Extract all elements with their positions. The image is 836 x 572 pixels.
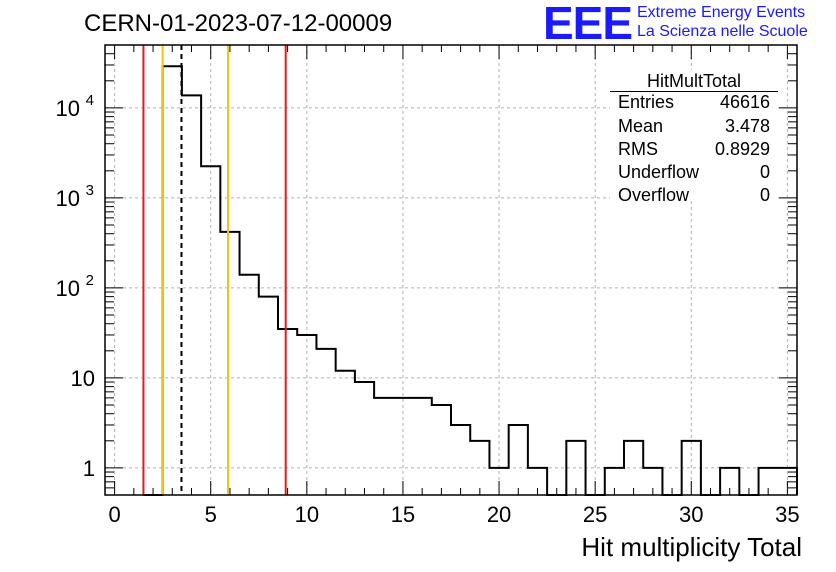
stat-row-underflow: Underflow 0 [618, 162, 770, 184]
stats-box: HitMultTotal Entries 46616 Mean 3.478 RM… [610, 70, 778, 205]
x-tick-label: 10 [295, 502, 319, 527]
x-tick-label: 25 [583, 502, 607, 527]
stat-value: 0 [759, 185, 770, 205]
y-tick-label: 10 [56, 276, 80, 301]
y-tick-label: 1 [83, 456, 95, 481]
y-tick-label: 10 [56, 186, 80, 211]
stat-row-entries: Entries 46616 [618, 92, 770, 114]
plot-frame [104, 44, 798, 496]
logo-letters: EEE [543, 0, 633, 49]
histogram-series [143, 65, 798, 496]
x-tick-label: 15 [391, 502, 415, 527]
x-tick-label: 5 [205, 502, 217, 527]
y-tick-exponent: 3 [86, 182, 94, 199]
stat-row-mean: Mean 3.478 [618, 116, 770, 138]
logo-line2: La Scienza nelle Scuole [637, 23, 808, 40]
y-tick-exponent: 4 [86, 92, 94, 109]
plot-title: CERN-01-2023-07-12-00009 [84, 10, 393, 37]
logo-line1: Extreme Energy Events [637, 4, 806, 21]
y-tick-exponent: 2 [86, 272, 94, 289]
stat-row-rms: RMS 0.8929 [618, 139, 770, 161]
stats-title-underline [610, 91, 778, 92]
stat-label: Mean [618, 116, 664, 136]
x-tick-label: 20 [487, 502, 511, 527]
stat-label: Underflow [618, 162, 700, 182]
x-tick-label: 35 [775, 502, 799, 527]
x-tick-label: 0 [108, 502, 120, 527]
stat-label: Overflow [618, 185, 690, 205]
stat-row-overflow: Overflow 0 [618, 185, 770, 207]
stat-value: 0 [759, 162, 770, 182]
stat-label: Entries [618, 92, 675, 112]
stat-label: RMS [618, 139, 658, 159]
stats-title: HitMultTotal [646, 71, 742, 91]
y-tick-label: 10 [71, 366, 95, 391]
x-tick-label: 30 [679, 502, 703, 527]
y-tick-label: 10 [56, 96, 80, 121]
stat-value: 46616 [719, 92, 770, 112]
stat-value: 3.478 [724, 116, 770, 136]
x-axis-title: Hit multiplicity Total [581, 532, 802, 562]
stat-value: 0.8929 [714, 139, 770, 159]
